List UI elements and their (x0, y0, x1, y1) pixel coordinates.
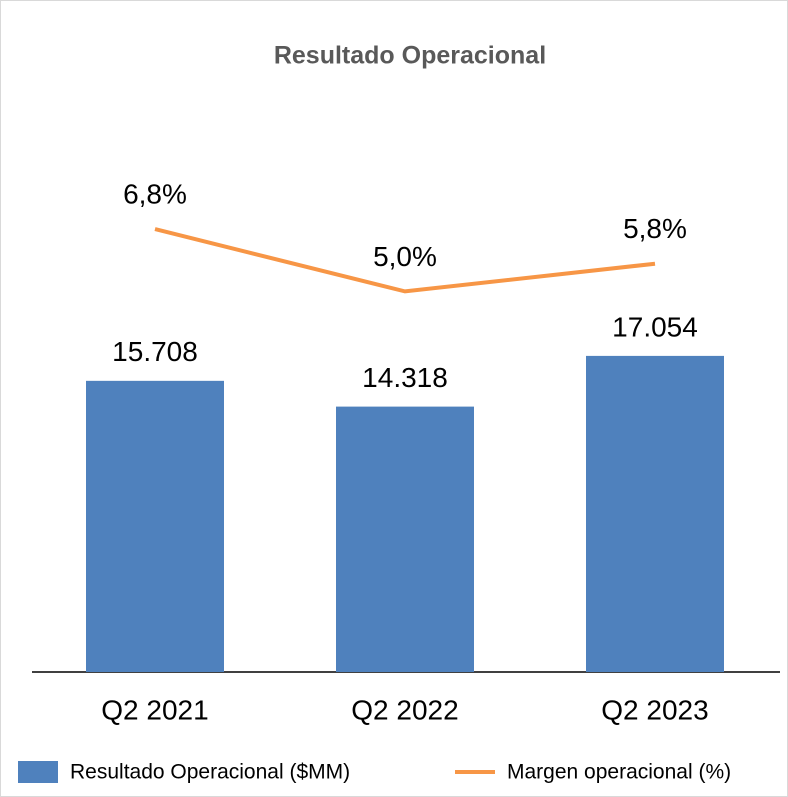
data-label: 14.318 (362, 362, 448, 393)
line (154, 227, 656, 294)
bar (86, 380, 224, 672)
data-label: 5,8% (623, 213, 687, 244)
data-label: 17.054 (612, 311, 698, 342)
legend-label: Resultado Operacional ($MM) (70, 761, 350, 784)
x-tick-label: Q2 2021 (101, 694, 208, 725)
x-tick-label: Q2 2023 (601, 694, 708, 725)
chart-title: Resultado Operacional (274, 42, 546, 70)
data-label: 6,8% (123, 179, 187, 210)
bar (586, 355, 724, 672)
data-label: 5,0% (373, 241, 437, 272)
bar (336, 406, 474, 672)
data-label: 15.708 (112, 336, 198, 367)
legend-swatch (18, 761, 58, 783)
x-tick-label: Q2 2022 (351, 694, 458, 725)
legend-label: Margen operacional (%) (507, 761, 731, 784)
